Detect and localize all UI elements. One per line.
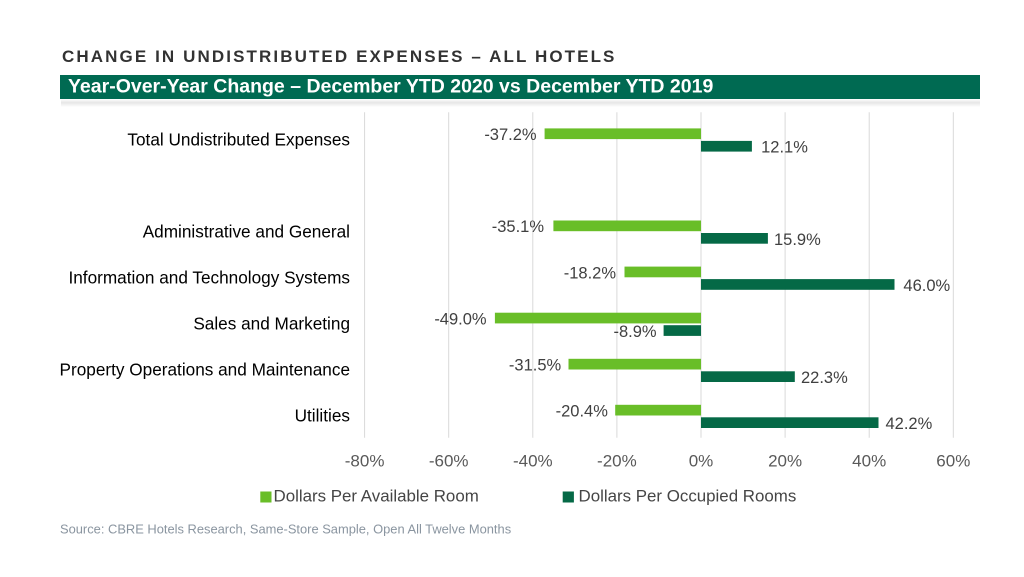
svg-text:Property Operations and Mainte: Property Operations and Maintenance [60, 360, 350, 380]
svg-text:15.9%: 15.9% [774, 231, 821, 249]
svg-text:Dollars Per Occupied Rooms: Dollars Per Occupied Rooms [579, 486, 797, 505]
svg-text:12.1%: 12.1% [761, 139, 808, 157]
svg-text:20%: 20% [768, 452, 802, 471]
svg-text:-60%: -60% [429, 452, 469, 471]
svg-text:0%: 0% [689, 452, 714, 471]
svg-text:-20%: -20% [597, 452, 637, 471]
svg-text:Dollars Per Available Room: Dollars Per Available Room [274, 486, 479, 505]
svg-text:40%: 40% [852, 452, 886, 471]
svg-text:Sales and Marketing: Sales and Marketing [193, 314, 350, 334]
svg-text:-80%: -80% [345, 452, 385, 471]
svg-text:-20.4%: -20.4% [556, 403, 609, 421]
svg-text:-8.9%: -8.9% [613, 323, 656, 341]
svg-text:-31.5%: -31.5% [509, 357, 562, 375]
svg-text:Administrative and General: Administrative and General [143, 221, 350, 241]
svg-text:60%: 60% [936, 452, 970, 471]
svg-text:-40%: -40% [513, 452, 553, 471]
svg-text:22.3%: 22.3% [801, 369, 848, 387]
svg-text:-35.1%: -35.1% [492, 218, 545, 236]
svg-text:46.0%: 46.0% [903, 277, 950, 295]
svg-text:-37.2%: -37.2% [484, 126, 537, 144]
svg-text:Total Undistributed Expenses: Total Undistributed Expenses [127, 129, 350, 149]
svg-text:Source: CBRE Hotels Research,: Source: CBRE Hotels Research, Same-Store… [60, 522, 511, 537]
svg-text:-49.0%: -49.0% [434, 310, 487, 328]
svg-text:Utilities: Utilities [295, 406, 350, 426]
svg-text:42.2%: 42.2% [886, 415, 933, 433]
svg-text:Information and Technology Sys: Information and Technology Systems [68, 268, 350, 288]
svg-text:-18.2%: -18.2% [564, 264, 617, 282]
